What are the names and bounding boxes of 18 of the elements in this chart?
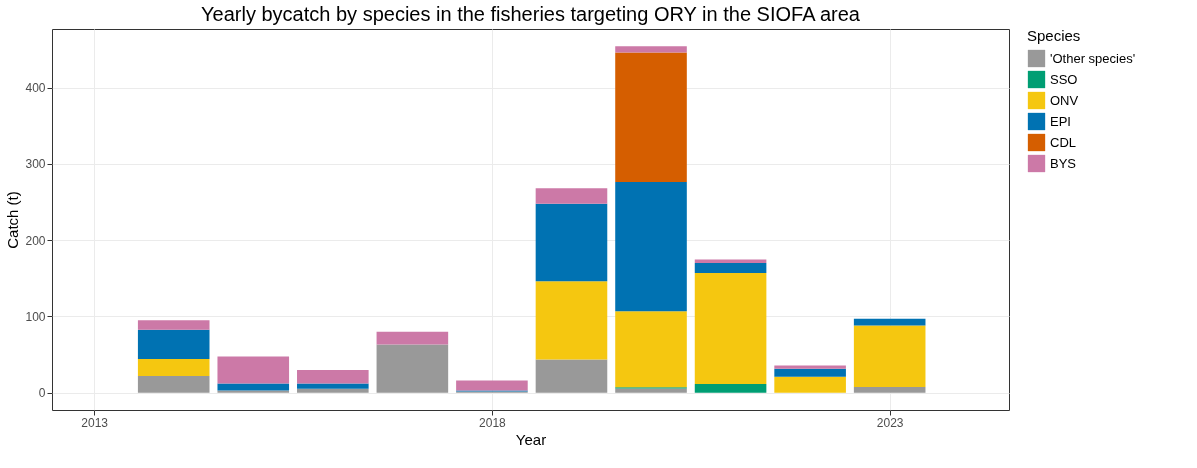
x-axis-title: Year: [515, 430, 547, 448]
legend-label: ONV: [1050, 92, 1079, 108]
y-tick-label: 400: [25, 81, 46, 96]
y-tick-label: 200: [25, 233, 46, 248]
legend-label: EPI: [1050, 113, 1071, 129]
legend-label: CDL: [1050, 134, 1077, 150]
y-tick-label: 100: [25, 309, 46, 324]
legend-title: Species: [1027, 27, 1081, 44]
legend-label: BYS: [1050, 155, 1077, 171]
chart-title: Yearly bycatch by species in the fisheries targeting ORY in the SIOFA area: [201, 3, 861, 25]
x-tick-label: 2018: [479, 415, 507, 430]
x-tick-label: 2013: [81, 415, 109, 430]
legend-label: 'Other species': [1050, 50, 1136, 66]
x-tick-label: 2023: [876, 415, 904, 430]
y-tick-label: 300: [25, 157, 46, 172]
y-tick-label: 0: [38, 386, 46, 401]
legend-label: SSO: [1050, 71, 1078, 87]
y-axis-title: Catch (t): [4, 191, 22, 249]
